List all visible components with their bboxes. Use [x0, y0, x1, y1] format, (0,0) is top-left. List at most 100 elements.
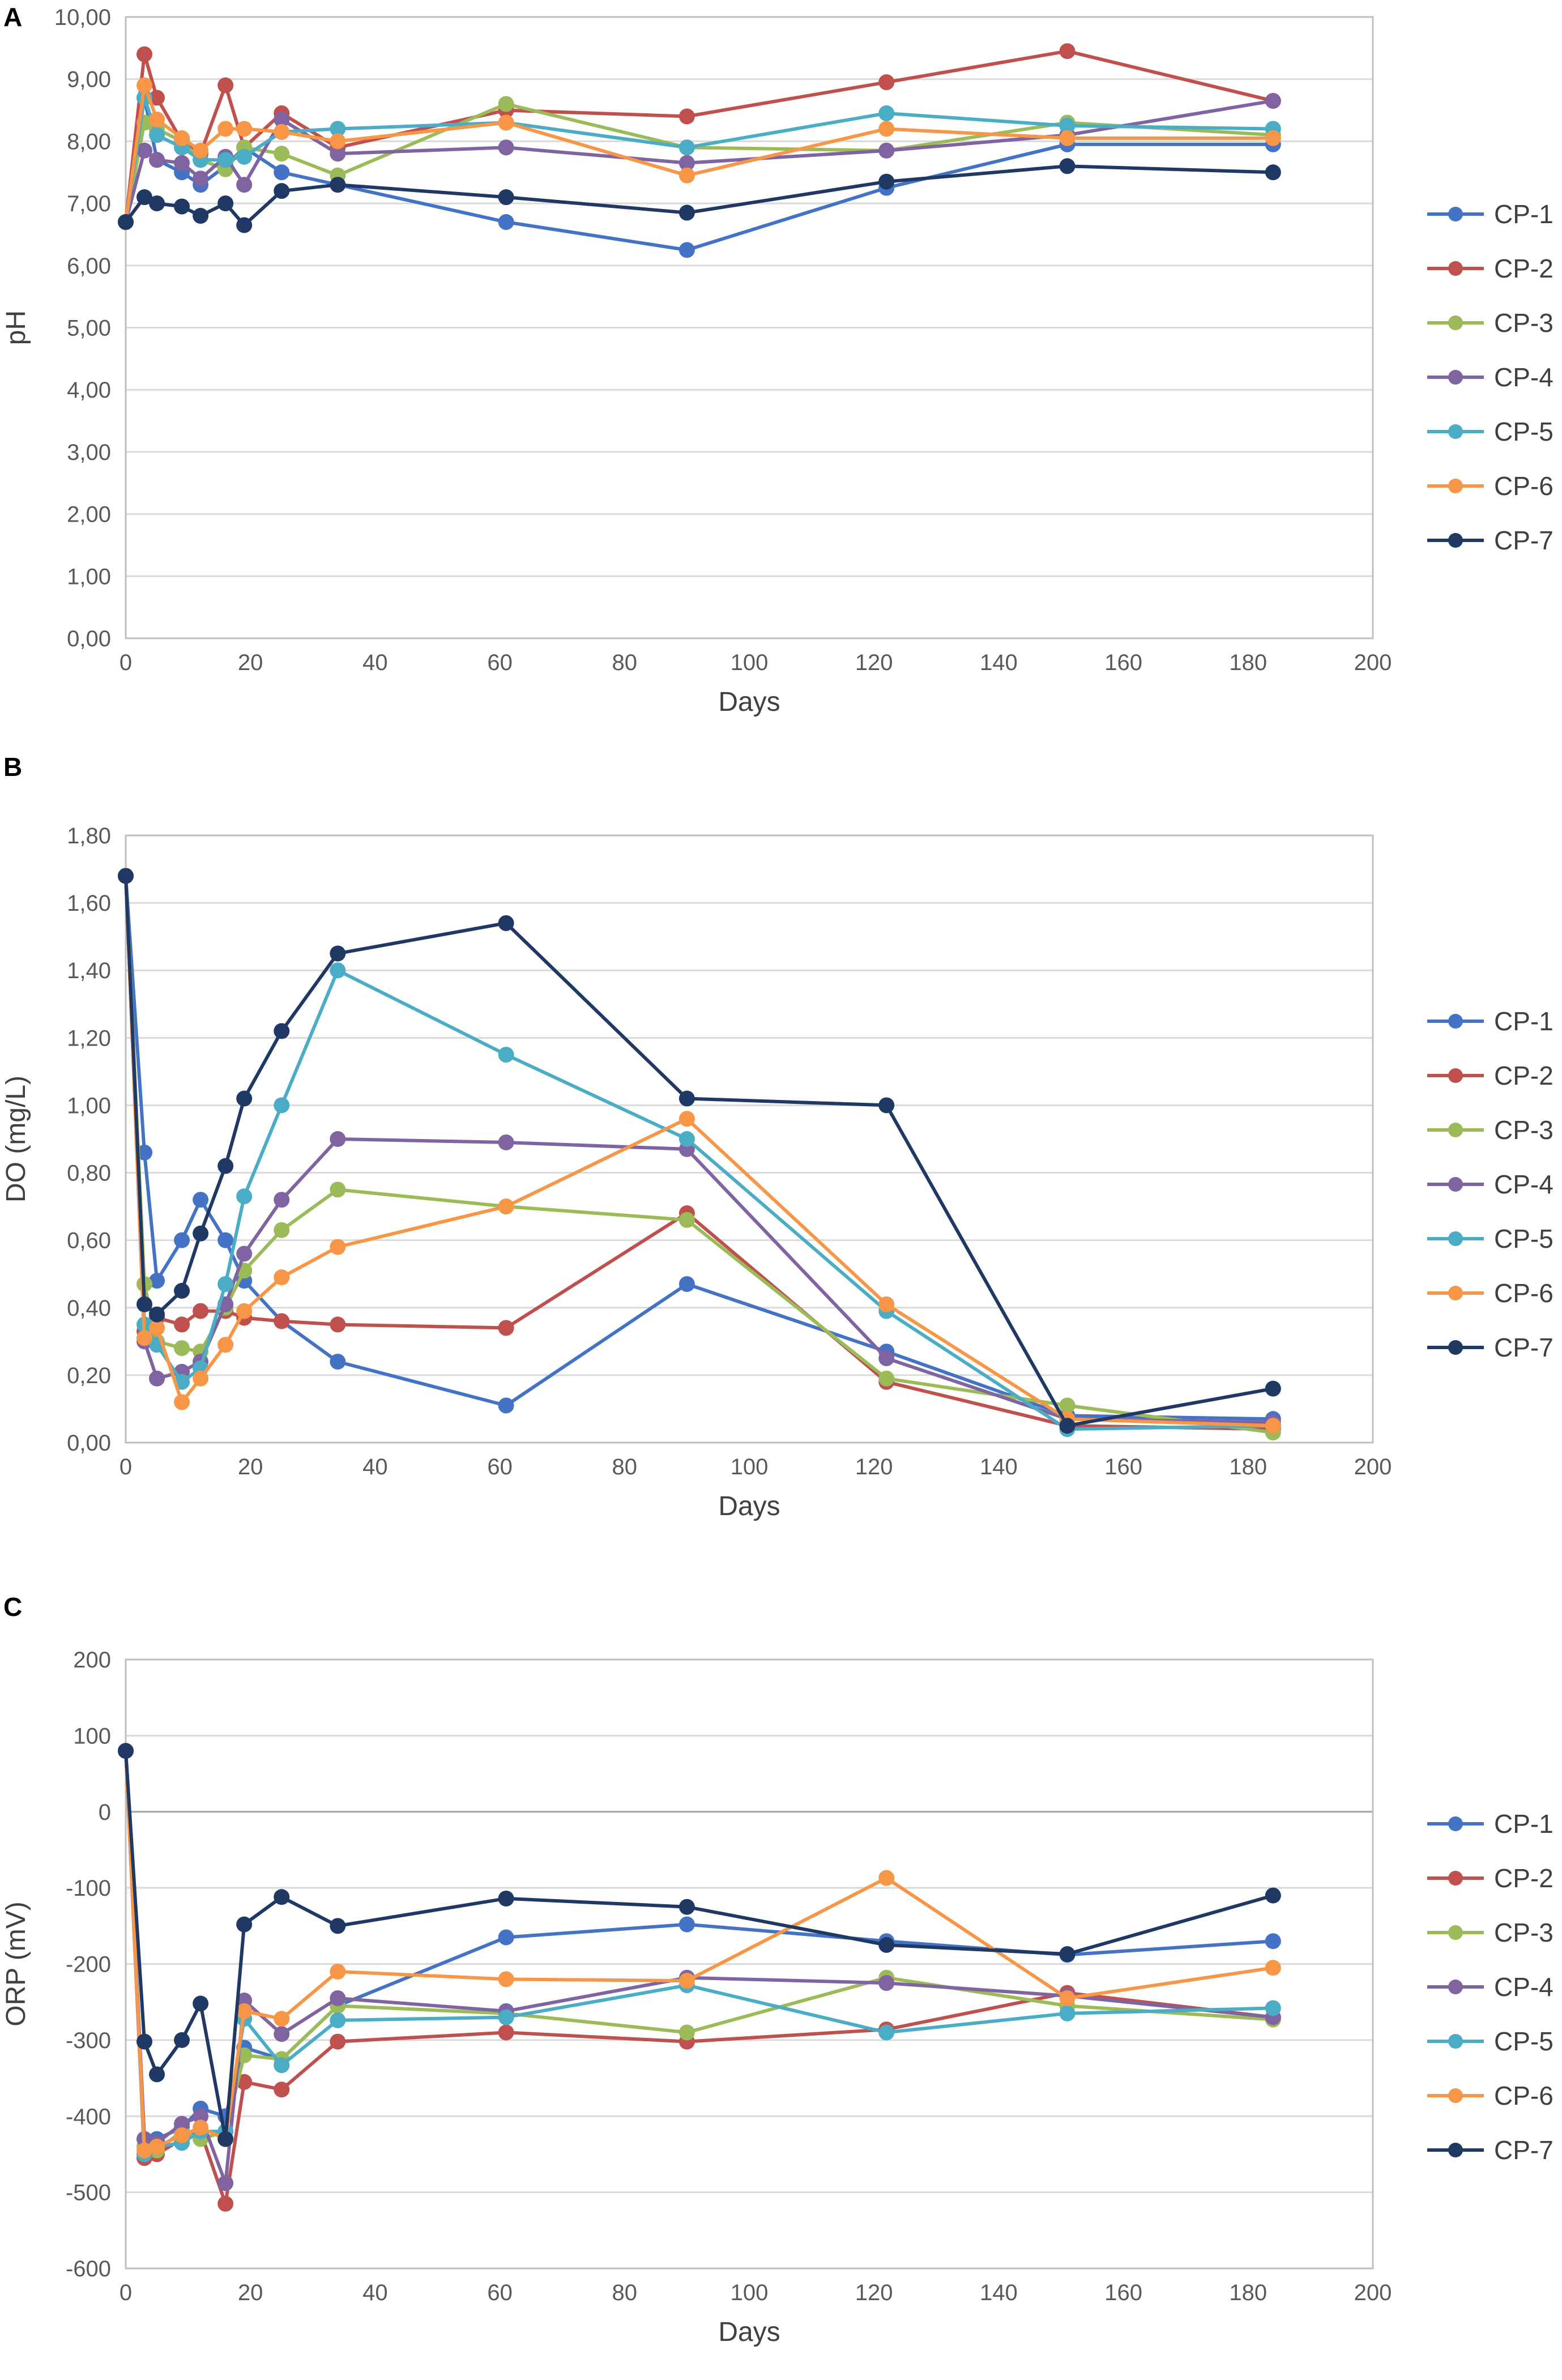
x-axis-title: Days	[718, 687, 780, 717]
data-point-cp-7	[1059, 1946, 1076, 1963]
x-tick-label: 200	[1354, 2280, 1392, 2305]
y-axis-title: pH	[1, 310, 31, 345]
legend-marker-cp-5	[1448, 1231, 1463, 1246]
y-tick-label: 200	[73, 1648, 111, 1673]
y-tick-label: 6,00	[67, 254, 111, 279]
panel-label: C	[3, 1592, 22, 1622]
series-line-cp-4	[124, 1751, 1274, 2185]
data-point-cp-1	[193, 1192, 209, 1208]
data-point-cp-4	[193, 2108, 209, 2125]
data-point-cp-1	[498, 214, 514, 231]
data-point-cp-5	[330, 962, 346, 979]
y-tick-label: -100	[66, 1876, 111, 1901]
y-tick-label: 0,00	[67, 626, 111, 651]
data-point-cp-7	[498, 915, 514, 931]
data-point-cp-7	[330, 1918, 346, 1934]
legend-marker-cp-2	[1448, 1068, 1463, 1083]
plot-area	[125, 16, 1374, 639]
data-point-cp-6	[136, 1330, 153, 1346]
x-tick-label: 100	[731, 650, 769, 675]
y-tick-label: 7,00	[67, 191, 111, 216]
data-point-cp-7	[236, 1090, 253, 1107]
data-point-cp-4	[878, 1350, 895, 1367]
x-tick-label: 140	[980, 650, 1018, 675]
data-point-cp-7	[878, 1097, 895, 1114]
data-point-cp-4	[330, 1990, 346, 2006]
series-line-cp-6	[124, 1751, 1274, 2152]
data-point-cp-4	[193, 170, 209, 187]
data-point-cp-7	[1059, 1418, 1076, 1434]
legend-marker-cp-7	[1448, 1340, 1463, 1355]
data-point-cp-6	[193, 1370, 209, 1387]
x-tick-label: 140	[980, 2280, 1018, 2305]
data-point-cp-1	[136, 1144, 153, 1161]
data-point-cp-4	[498, 1134, 514, 1150]
data-point-cp-7	[1265, 164, 1281, 181]
x-tick-label: 40	[362, 2280, 388, 2305]
data-point-cp-6	[330, 133, 346, 150]
legend-marker-cp-3	[1448, 1925, 1463, 1940]
plot-area	[125, 1658, 1374, 2270]
data-point-cp-2	[330, 1316, 346, 1333]
data-point-cp-3	[330, 1182, 346, 1198]
data-point-cp-6	[498, 1971, 514, 1987]
legend-label-cp-2: CP-2	[1494, 1061, 1554, 1090]
legend-marker-cp-4	[1448, 370, 1463, 385]
data-point-cp-6	[174, 130, 190, 146]
legend-label-cp-6: CP-6	[1494, 1278, 1554, 1308]
data-point-cp-6	[878, 1296, 895, 1312]
y-tick-label: 5,00	[67, 316, 111, 341]
data-point-cp-1	[678, 1916, 695, 1933]
plot-area	[125, 834, 1374, 1444]
legend-marker-cp-3	[1448, 1123, 1463, 1137]
data-point-cp-4	[174, 2115, 190, 2132]
data-point-cp-4	[878, 1975, 895, 1991]
legend-marker-cp-4	[1448, 1980, 1463, 1994]
panel-label: B	[3, 752, 22, 782]
y-tick-label: 0	[99, 1800, 111, 1825]
data-point-cp-4	[274, 2026, 290, 2042]
data-point-cp-5	[678, 139, 695, 156]
data-point-cp-7	[193, 1225, 209, 1242]
data-point-cp-1	[498, 1929, 514, 1946]
data-point-cp-6	[878, 1870, 895, 1886]
y-tick-label: 1,20	[67, 1026, 111, 1051]
data-point-cp-7	[136, 2033, 153, 2050]
x-tick-label: 0	[120, 650, 132, 675]
x-tick-label: 20	[238, 2280, 263, 2305]
series-line-cp-3	[124, 1751, 1273, 2152]
data-point-cp-2	[878, 74, 895, 91]
data-point-cp-4	[330, 1131, 346, 1147]
data-point-cp-4	[274, 1192, 290, 1208]
y-tick-label: 8,00	[67, 129, 111, 154]
y-tick-label: 4,00	[67, 378, 111, 403]
data-point-cp-7	[217, 195, 234, 212]
data-point-cp-6	[274, 123, 290, 140]
y-tick-label: 2,00	[67, 502, 111, 527]
data-point-cp-2	[330, 2033, 346, 2050]
data-point-cp-1	[678, 242, 695, 258]
data-point-cp-3	[678, 2024, 695, 2041]
legend-label-cp-2: CP-2	[1494, 254, 1554, 283]
data-point-cp-7	[330, 945, 346, 962]
data-point-cp-7	[236, 217, 253, 233]
data-point-cp-7	[217, 1158, 234, 1174]
legend-label-cp-1: CP-1	[1494, 199, 1554, 229]
data-point-cp-6	[149, 1320, 165, 1336]
data-point-cp-2	[274, 2082, 290, 2098]
x-tick-label: 60	[487, 650, 513, 675]
data-point-cp-4	[236, 1246, 253, 1262]
data-point-cp-6	[174, 2127, 190, 2143]
data-point-cp-3	[498, 96, 514, 112]
data-point-cp-4	[878, 142, 895, 159]
y-tick-label: 3,00	[67, 440, 111, 465]
data-point-cp-7	[193, 1995, 209, 2012]
data-point-cp-4	[149, 1370, 165, 1387]
data-point-cp-2	[193, 1303, 209, 1319]
data-point-cp-7	[498, 1890, 514, 1906]
data-point-cp-7	[118, 214, 134, 231]
legend-label-cp-2: CP-2	[1494, 1863, 1554, 1893]
data-point-cp-6	[498, 114, 514, 131]
legend-marker-cp-4	[1448, 1177, 1463, 1192]
y-tick-label: 1,60	[67, 891, 111, 916]
